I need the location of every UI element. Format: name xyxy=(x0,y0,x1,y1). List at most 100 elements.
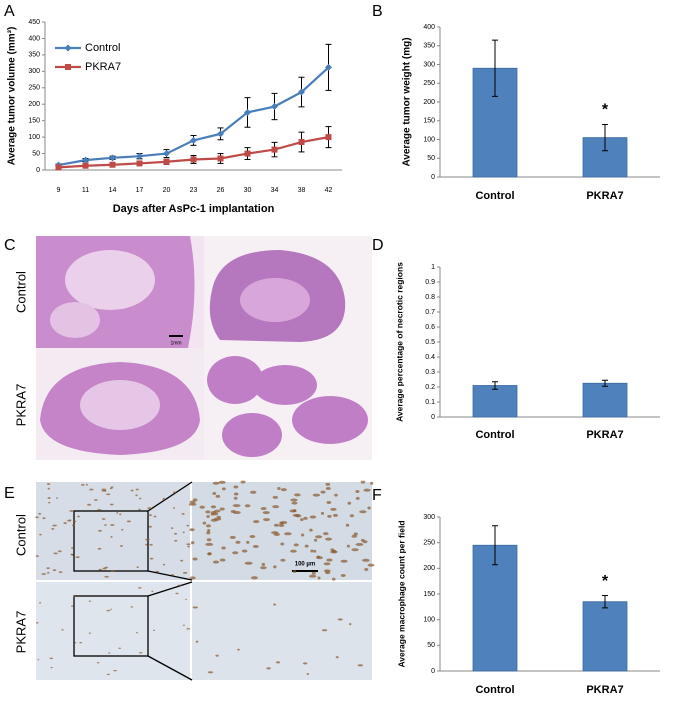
x-axis-label: Days after AsPc-1 implantation xyxy=(113,203,275,215)
y-tick-label: 400 xyxy=(423,24,435,31)
y-tick-label: 1 xyxy=(431,264,435,271)
row-label: Control xyxy=(13,271,28,313)
y-axis-label: Average tumor volume (mm³) xyxy=(7,27,18,166)
bar xyxy=(472,544,518,672)
marker xyxy=(190,156,197,163)
y-tick-label: 250 xyxy=(28,85,40,92)
significance-mark: * xyxy=(602,573,609,590)
histology-c: 1mm C Control PKRA7 xyxy=(4,236,372,460)
legend-label: PKRA7 xyxy=(85,61,121,73)
y-tick-label: 0.9 xyxy=(425,279,435,286)
y-tick-label: 100 xyxy=(423,136,435,143)
x-tick-label: Control xyxy=(475,429,514,441)
legend-marker xyxy=(64,44,72,52)
y-tick-label: 0.6 xyxy=(425,324,435,331)
y-tick-label: 0.7 xyxy=(425,309,435,316)
chart: D Average percentage of necrotic regions 0… xyxy=(372,237,660,441)
series-line xyxy=(58,66,330,167)
row-label: PKRA7 xyxy=(13,611,28,654)
y-tick-label: 450 xyxy=(28,19,40,26)
y-tick-label: 0.5 xyxy=(425,339,435,346)
scale-bar-label: 1mm xyxy=(170,340,181,346)
x-tick-label: 26 xyxy=(217,187,225,194)
row-label: Control xyxy=(13,514,28,556)
panel-label: F xyxy=(372,487,382,504)
marker xyxy=(244,108,251,116)
y-tick-label: 0 xyxy=(36,167,40,174)
marker xyxy=(163,158,170,165)
y-tick-label: 100 xyxy=(423,617,435,624)
marker xyxy=(298,88,305,96)
y-tick-label: 50 xyxy=(427,642,435,649)
y-tick-label: 50 xyxy=(32,150,40,157)
marker xyxy=(217,155,224,162)
y-tick-label: 250 xyxy=(423,540,435,547)
bar xyxy=(582,382,628,418)
chart: B Average tumor weight (mg) 0 50 100 150 200 25… xyxy=(372,3,660,202)
marker xyxy=(55,164,62,171)
y-tick-label: 200 xyxy=(28,101,40,108)
x-tick-label: 42 xyxy=(325,187,333,194)
x-tick-label: PKRA7 xyxy=(586,429,623,441)
bar xyxy=(582,601,628,672)
panel-label: E xyxy=(4,485,15,502)
y-tick-label: 350 xyxy=(423,43,435,50)
y-axis-label: Average tumor weight (mg) xyxy=(402,37,413,166)
marker xyxy=(82,156,89,164)
x-tick-label: 14 xyxy=(109,187,117,194)
y-tick-label: 350 xyxy=(28,52,40,59)
panel-label: A xyxy=(4,3,15,20)
y-tick-label: 0.2 xyxy=(425,384,435,391)
marker xyxy=(325,63,332,71)
y-tick-label: 300 xyxy=(423,514,435,521)
x-tick-label: 30 xyxy=(244,187,252,194)
y-tick-label: 200 xyxy=(423,99,435,106)
marker xyxy=(136,152,143,160)
y-axis-label: Average macrophage count per field xyxy=(396,520,406,667)
panel-label: C xyxy=(4,237,16,254)
y-tick-label: 0 xyxy=(431,668,435,675)
marker xyxy=(163,150,170,158)
marker xyxy=(217,130,224,138)
marker xyxy=(244,150,251,157)
y-tick-label: 50 xyxy=(427,155,435,162)
x-tick-label: 20 xyxy=(163,187,171,194)
legend-marker xyxy=(65,64,71,70)
panel-label: B xyxy=(372,3,383,20)
y-tick-label: 150 xyxy=(28,118,40,125)
y-tick-label: 0.3 xyxy=(425,369,435,376)
histology-e: E Control PKRA7 100 µm xyxy=(4,480,375,681)
x-tick-label: 17 xyxy=(136,187,144,194)
x-tick-label: 9 xyxy=(57,187,61,194)
marker xyxy=(136,160,143,167)
x-tick-label: 38 xyxy=(298,187,306,194)
legend-label: Control xyxy=(85,42,120,54)
row-label: PKRA7 xyxy=(13,384,28,427)
marker xyxy=(271,103,278,111)
marker xyxy=(109,161,116,168)
x-tick-label: PKRA7 xyxy=(586,684,623,696)
y-tick-label: 0.4 xyxy=(425,354,435,361)
marker xyxy=(82,162,89,169)
x-tick-label: Control xyxy=(475,684,514,696)
y-tick-label: 0 xyxy=(431,174,435,181)
y-tick-label: 400 xyxy=(28,35,40,42)
x-tick-label: Control xyxy=(475,190,514,202)
y-tick-label: 250 xyxy=(423,80,435,87)
scale-bar-label: 100 µm xyxy=(295,562,315,568)
y-tick-label: 0.1 xyxy=(425,399,435,406)
y-tick-label: 300 xyxy=(423,61,435,68)
chart: A Average tumor volume (mm³) Days after As… xyxy=(4,3,342,215)
y-tick-label: 100 xyxy=(28,134,40,141)
marker xyxy=(325,134,332,141)
marker xyxy=(271,146,278,153)
y-axis-label: Average percentage of necrotic regions xyxy=(394,262,404,422)
x-tick-label: 23 xyxy=(190,187,198,194)
marker xyxy=(109,154,116,162)
y-tick-label: 200 xyxy=(423,565,435,572)
y-tick-label: 150 xyxy=(423,118,435,125)
chart: F Average macrophage count per field 0 50 10… xyxy=(372,487,660,696)
panel-label: D xyxy=(372,237,384,254)
significance-mark: * xyxy=(602,102,609,119)
